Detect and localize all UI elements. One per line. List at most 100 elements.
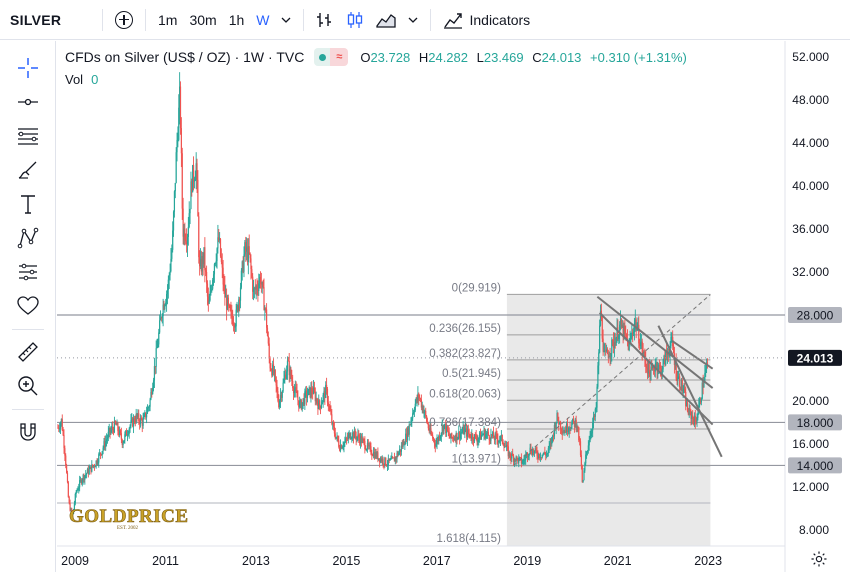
candles-icon [348,11,363,28]
candle-body [480,435,482,440]
candle-body [505,446,507,448]
pattern-tool[interactable] [14,224,42,252]
candle-body [181,153,183,209]
candle-body [126,430,128,436]
candle-body [529,447,531,454]
candle-body [317,402,319,409]
candle-body [641,341,643,353]
time-axis-tick: 2019 [513,554,541,568]
candles-style-button[interactable] [340,6,370,34]
candle-body [453,438,456,440]
text-tool[interactable] [14,190,42,218]
price-axis-tick: 32.000 [792,265,829,279]
prediction-tool[interactable] [14,258,42,286]
candle-body [345,438,347,442]
price-axis-tick: 48.000 [792,93,829,107]
favorites-tool[interactable] [14,292,42,320]
area-style-button[interactable] [370,6,402,34]
fib-tool[interactable] [14,122,42,150]
candle-body [126,434,129,436]
candle-body [237,305,239,311]
candle-body [151,391,153,394]
interval-1m-button[interactable]: 1m [158,11,178,28]
candle-body [623,326,625,337]
trend-lines[interactable] [57,294,785,466]
trend-line-tool[interactable] [14,88,42,116]
candle-body [130,420,132,426]
gear-icon[interactable] [810,550,828,568]
brush-tool[interactable] [14,156,42,184]
candle-body [293,390,296,394]
candle-body [531,452,533,455]
high-value: 24.282 [428,49,468,65]
market-status-pill[interactable]: ≈ [314,48,349,66]
candle-body [277,391,279,401]
candle-body [656,362,658,372]
candle-body [537,455,539,458]
measure-tool[interactable] [14,338,42,366]
candle-body [626,333,628,339]
candle-body [190,181,192,210]
candle-body [704,372,706,382]
candle-body [459,431,461,439]
candle-body [346,438,349,440]
price-axis[interactable]: 52.00048.00044.00040.00036.00032.00028.0… [792,50,829,537]
candle-body [152,380,155,388]
compare-symbol-button[interactable] [109,6,139,34]
candle-body [231,310,233,318]
candle-body [660,368,662,375]
candle-body [379,458,381,463]
candle-body [194,178,196,181]
candle-body [553,425,556,437]
candle-body [678,376,680,378]
time-axis-tick: 2015 [332,554,360,568]
symbol-search[interactable]: SILVER [10,11,62,28]
candle-body [86,468,89,474]
crosshair-tool[interactable] [14,54,42,82]
candle-body [177,139,179,141]
candle-body [353,430,356,439]
candle-body [214,263,216,265]
candle-body [432,438,435,440]
ohlc-values: O23.728 H24.282 L23.469 C24.013 +0.310 (… [360,50,692,65]
price-chart[interactable]: 0(29.919) 0.236(26.155) 0.382(23.827) 0.5(2… [57,41,850,572]
candle-body [634,319,636,324]
candle-body [135,413,137,423]
candle-body [418,393,420,398]
magnet-tool[interactable] [14,418,42,446]
candle-body [503,444,505,448]
indicators-button[interactable]: Indicators [437,6,536,34]
candle-body [543,452,545,455]
candle-body [259,277,262,284]
candle-body [252,276,254,292]
candle-body [168,275,170,280]
chart-type-dropdown-button[interactable] [402,6,424,34]
interval-30m-button[interactable]: 30m [189,11,217,28]
candle-body [222,267,224,285]
price-badge-text: 28.000 [797,308,834,322]
candle-body [359,436,362,444]
time-axis[interactable]: 2009 2011 2013 2015 2017 2019 2021 2023 [61,554,722,568]
toolbar-divider [430,8,432,31]
candle-body [352,432,354,438]
zoom-tool[interactable] [14,372,42,400]
goldprice-logo: GOLDPRICE EST. 2002 [69,506,189,531]
candle-body [607,353,609,359]
candle-body [292,388,295,394]
interval-w-button[interactable]: W [256,11,270,28]
candle-body [460,432,462,434]
candle-body [186,236,189,245]
candle-body [513,459,516,462]
candle-body [658,365,660,370]
candle-body [173,191,176,212]
fib-level-label: 1(13.971) [452,454,501,466]
bar-style-button[interactable] [310,6,340,34]
interval-dropdown-button[interactable] [275,6,297,34]
candle-body [620,319,622,328]
candle-body [319,400,321,406]
candle-body [690,411,692,419]
candle-body [650,366,652,381]
candle-body [266,309,268,328]
interval-1h-button[interactable]: 1h [228,11,245,28]
candle-body [541,454,543,458]
